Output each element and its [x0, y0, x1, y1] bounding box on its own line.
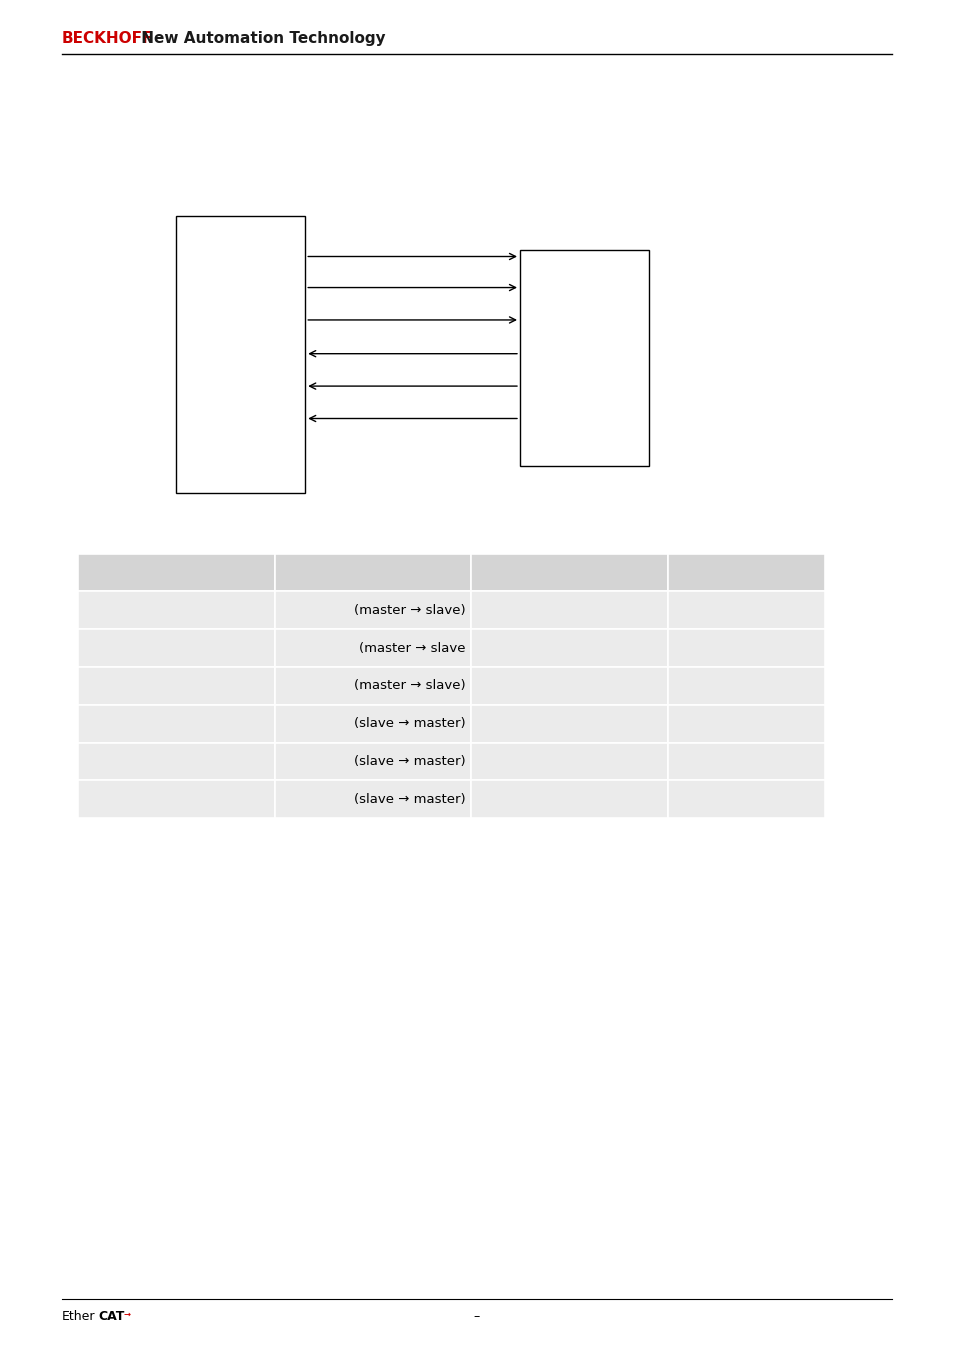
Bar — [667, 743, 824, 780]
Text: (slave → master): (slave → master) — [354, 755, 465, 768]
Bar — [78, 667, 274, 705]
Text: (slave → master): (slave → master) — [354, 792, 465, 806]
Bar — [471, 743, 667, 780]
Bar — [274, 743, 471, 780]
Bar — [78, 780, 274, 818]
Bar — [176, 216, 305, 493]
Bar — [471, 705, 667, 743]
Text: (slave → master): (slave → master) — [354, 717, 465, 730]
Bar — [78, 743, 274, 780]
Bar — [471, 780, 667, 818]
Text: (master → slave): (master → slave) — [354, 603, 465, 617]
Bar — [471, 591, 667, 629]
Bar — [471, 629, 667, 667]
Text: →: → — [123, 1310, 130, 1319]
Bar — [667, 591, 824, 629]
Bar — [78, 591, 274, 629]
Bar — [274, 554, 471, 591]
Bar — [471, 667, 667, 705]
Text: BECKHOFF: BECKHOFF — [62, 31, 153, 46]
Bar — [78, 554, 274, 591]
Text: Ether: Ether — [62, 1310, 95, 1323]
Bar — [519, 250, 648, 466]
Bar — [667, 667, 824, 705]
Bar — [274, 591, 471, 629]
Text: New Automation Technology: New Automation Technology — [136, 31, 386, 46]
Text: (master → slave: (master → slave — [358, 641, 465, 655]
Bar — [274, 629, 471, 667]
Bar — [274, 667, 471, 705]
Bar — [667, 705, 824, 743]
Bar — [78, 705, 274, 743]
Text: (master → slave): (master → slave) — [354, 679, 465, 693]
Bar — [667, 554, 824, 591]
Text: CAT: CAT — [98, 1310, 125, 1323]
Bar — [667, 629, 824, 667]
Text: –: – — [474, 1310, 479, 1323]
Bar — [274, 780, 471, 818]
Bar — [667, 780, 824, 818]
Bar — [471, 554, 667, 591]
Bar — [78, 629, 274, 667]
Bar — [274, 705, 471, 743]
